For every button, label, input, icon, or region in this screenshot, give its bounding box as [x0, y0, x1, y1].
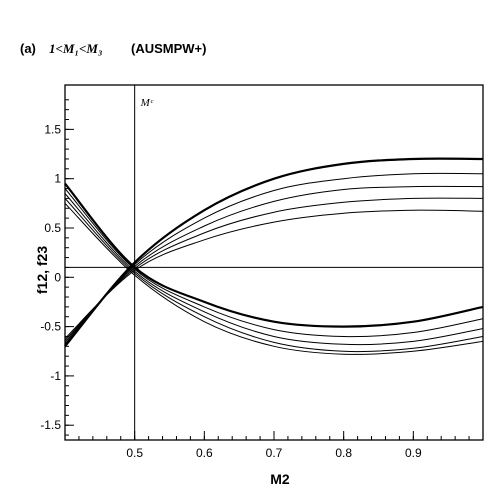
y-tick-label: 1.5	[44, 122, 61, 136]
title-math: 1<M₁<M₃	[49, 41, 103, 56]
title-prefix: (a)	[20, 41, 36, 56]
f23-series-line	[64, 193, 484, 346]
y-tick-label: 0.5	[44, 221, 61, 235]
x-tick-label: 0.8	[335, 446, 352, 460]
y-tick-label: 0	[54, 270, 61, 284]
title-suffix: (AUSMPW+)	[131, 41, 206, 56]
plot-area: -1.5 -1 -0.5 0 0.5 1 1.5 0.5 0.6 0.7 0.8 0.9 Mᶜ	[40, 84, 484, 460]
x-tick-label: 0.7	[266, 446, 283, 460]
f23-series-line	[64, 182, 484, 328]
f12-series-line	[64, 209, 484, 339]
y-tick-label: -1.5	[40, 418, 61, 432]
f23-series-line	[64, 198, 484, 353]
f12-series-line	[64, 172, 484, 345]
y-tick-label: 1	[54, 172, 61, 186]
f23-series-line	[64, 202, 484, 355]
vertical-line-label: Mᶜ	[140, 97, 154, 109]
f23-series-line	[64, 188, 484, 338]
f12-series-line	[64, 185, 484, 343]
y-tick-label: -0.5	[40, 320, 61, 334]
x-tick-label: 0.5	[126, 446, 143, 460]
chart-title: (a) 1<M₁<M₃ (AUSMPW+)	[20, 41, 206, 56]
x-axis-title: M2	[270, 471, 290, 487]
x-tick-label: 0.6	[196, 446, 213, 460]
y-axis-title: f12, f23	[34, 246, 50, 294]
y-tick-label: -1	[50, 369, 61, 383]
x-tick-label: 0.9	[405, 446, 422, 460]
